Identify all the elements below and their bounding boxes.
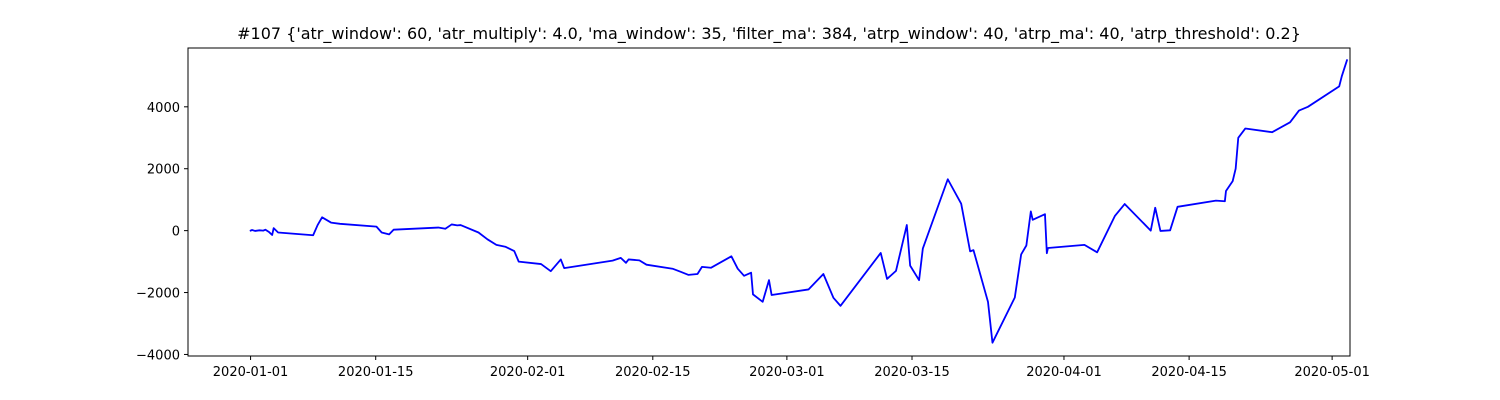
chart-title: #107 {'atr_window': 60, 'atr_multiply': … [237,24,1301,44]
x-axis: 2020-01-01 2020-01-15 2020-02-01 2020-02-15… [213,356,1370,380]
plot-frame [187,47,1351,357]
x-tick-label: 2020-05-01 [1294,365,1370,380]
x-tick-label: 2020-01-15 [338,365,414,380]
series-line [249,59,1348,344]
x-tick-label: 2020-02-01 [490,365,566,380]
y-tick-label: −4000 [136,348,180,363]
x-tick-label: 2020-03-01 [749,365,825,380]
x-tick-label: 2020-04-01 [1026,365,1102,380]
y-tick-label: 2000 [147,163,180,178]
x-tick-label: 2020-03-15 [874,365,950,380]
series-layer [249,59,1348,344]
y-tick-label: 4000 [147,101,180,116]
y-tick-label: 0 [172,225,180,240]
x-tick-label: 2020-02-15 [615,365,691,380]
x-tick-label: 2020-04-15 [1151,365,1227,380]
y-tick-label: −2000 [136,287,180,302]
y-axis: −4000 −2000 0 2000 4000 [136,101,188,363]
x-tick-label: 2020-01-01 [213,365,289,380]
